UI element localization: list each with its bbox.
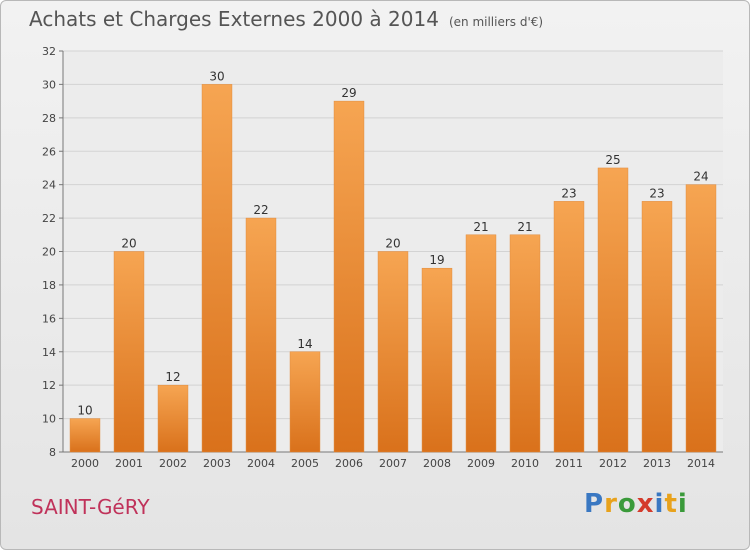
bar bbox=[685, 184, 717, 453]
bar-value-label: 12 bbox=[165, 370, 180, 384]
proxiti-logo: Proxiti bbox=[584, 489, 688, 519]
y-tick-label: 20 bbox=[42, 246, 56, 259]
y-tick-label: 16 bbox=[42, 312, 56, 325]
unit-label: (en milliers d'€) bbox=[448, 15, 544, 29]
bar-value-label: 10 bbox=[77, 404, 92, 418]
bar-value-label: 23 bbox=[561, 186, 576, 200]
x-tick-label: 2006 bbox=[335, 457, 363, 470]
chart-title: Achats et Charges Externes 2000 à 2014 (e… bbox=[29, 7, 543, 31]
bar-value-label: 29 bbox=[341, 86, 356, 100]
logo-letter: t bbox=[664, 489, 678, 519]
bar-value-label: 22 bbox=[253, 203, 268, 217]
logo-letter: r bbox=[604, 489, 618, 519]
bar-value-label: 14 bbox=[297, 337, 312, 351]
bar-value-label: 21 bbox=[517, 220, 532, 234]
y-tick-label: 28 bbox=[42, 112, 56, 125]
bar bbox=[553, 201, 585, 453]
x-tick-label: 2010 bbox=[511, 457, 539, 470]
x-tick-label: 2012 bbox=[599, 457, 627, 470]
bar bbox=[69, 418, 101, 453]
bar bbox=[289, 351, 321, 453]
bar bbox=[245, 217, 277, 453]
logo-letter: x bbox=[636, 489, 655, 519]
x-tick-label: 2013 bbox=[643, 457, 671, 470]
logo-letter: i bbox=[677, 489, 688, 519]
x-tick-label: 2007 bbox=[379, 457, 407, 470]
x-tick-label: 2003 bbox=[203, 457, 231, 470]
bar-value-label: 21 bbox=[473, 220, 488, 234]
y-tick-label: 8 bbox=[49, 446, 56, 459]
x-tick-label: 2014 bbox=[687, 457, 715, 470]
x-tick-label: 2011 bbox=[555, 457, 583, 470]
bar-value-label: 19 bbox=[429, 253, 444, 267]
bar-value-label: 30 bbox=[209, 69, 224, 83]
bar bbox=[333, 100, 365, 453]
title-text: Achats et Charges Externes 2000 à 2014 bbox=[29, 7, 439, 31]
x-tick-label: 2008 bbox=[423, 457, 451, 470]
y-tick-label: 18 bbox=[42, 279, 56, 292]
bar bbox=[509, 234, 541, 453]
x-tick-label: 2000 bbox=[71, 457, 99, 470]
y-tick-label: 30 bbox=[42, 78, 56, 91]
x-tick-label: 2002 bbox=[159, 457, 187, 470]
y-tick-label: 22 bbox=[42, 212, 56, 225]
logo-letter: o bbox=[617, 489, 637, 519]
x-tick-label: 2009 bbox=[467, 457, 495, 470]
bar-value-label: 25 bbox=[605, 153, 620, 167]
y-tick-label: 10 bbox=[42, 413, 56, 426]
y-tick-label: 24 bbox=[42, 179, 56, 192]
bar bbox=[113, 251, 145, 453]
x-tick-label: 2004 bbox=[247, 457, 275, 470]
y-tick-label: 32 bbox=[42, 45, 56, 58]
bar bbox=[157, 384, 189, 453]
bar bbox=[597, 167, 629, 453]
commune-name: SAINT-GéRY bbox=[31, 495, 150, 519]
bar-value-label: 23 bbox=[649, 186, 664, 200]
bar bbox=[465, 234, 497, 453]
x-tick-label: 2001 bbox=[115, 457, 143, 470]
bar-value-label: 20 bbox=[385, 237, 400, 251]
x-tick-label: 2005 bbox=[291, 457, 319, 470]
y-tick-label: 12 bbox=[42, 379, 56, 392]
logo-letter: i bbox=[654, 489, 665, 519]
bar bbox=[377, 251, 409, 453]
y-tick-label: 14 bbox=[42, 346, 56, 359]
bar-value-label: 24 bbox=[693, 170, 708, 184]
bar bbox=[421, 267, 453, 453]
bar bbox=[201, 84, 233, 453]
logo-letter: P bbox=[584, 489, 605, 519]
bar-value-label: 20 bbox=[121, 237, 136, 251]
y-tick-label: 26 bbox=[42, 145, 56, 158]
bar bbox=[641, 201, 673, 453]
